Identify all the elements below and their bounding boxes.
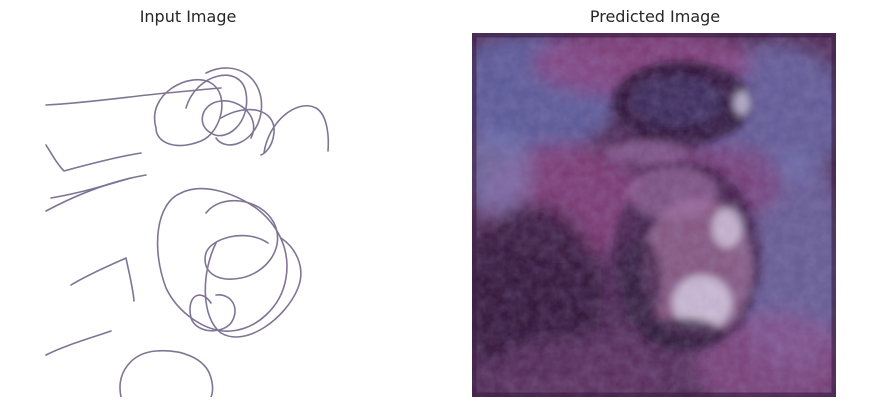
input-sketch [45,67,330,397]
predicted-image [472,33,836,397]
predicted-image-title: Predicted Image [589,7,721,26]
predicted-image-canvas [472,33,836,397]
input-image-title: Input Image [139,7,237,26]
input-image [6,33,370,397]
